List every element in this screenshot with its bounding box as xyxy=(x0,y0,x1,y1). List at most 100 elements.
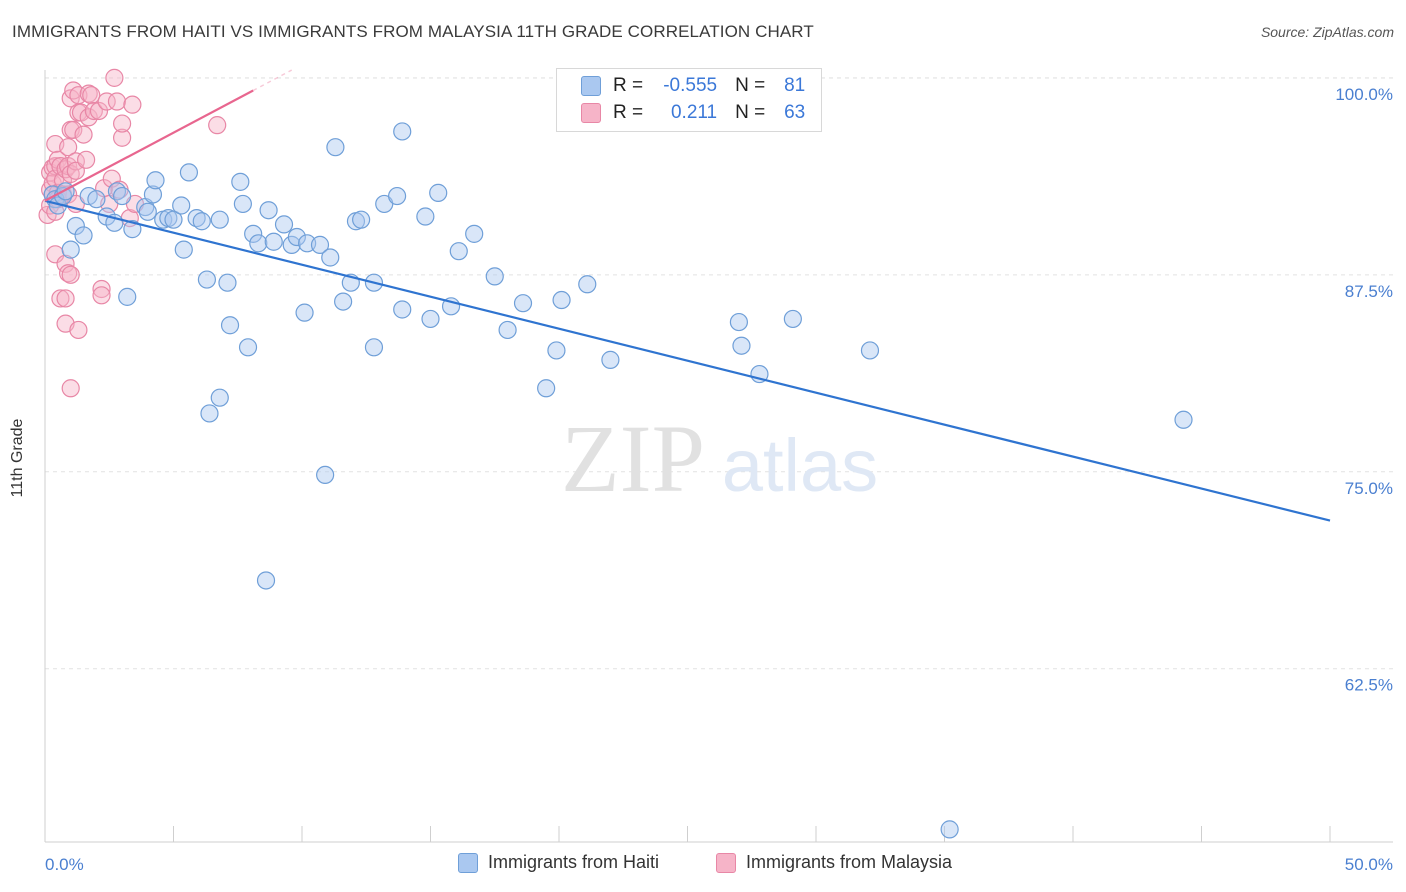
haiti-point xyxy=(334,292,353,311)
trend-lines xyxy=(44,69,1331,522)
haiti-point xyxy=(485,267,504,286)
source-label: Source: ZipAtlas.com xyxy=(1260,24,1394,40)
haiti-point xyxy=(364,338,384,357)
malaysia-point xyxy=(92,279,111,299)
haiti-point xyxy=(295,303,314,322)
haiti-point xyxy=(449,242,468,261)
y-tick-label: 62.5% xyxy=(1345,676,1393,695)
legend-n-value-haiti: 81 xyxy=(784,75,806,96)
legend-n-value-malaysia: 63 xyxy=(784,102,806,123)
haiti-point xyxy=(287,227,306,247)
y-tick-label: 87.5% xyxy=(1345,282,1393,301)
haiti-point xyxy=(729,312,749,332)
malaysia-point xyxy=(208,116,227,135)
legend-r-label: R = xyxy=(613,75,644,96)
series-haiti-points xyxy=(43,122,1193,839)
haiti-point xyxy=(244,224,263,243)
haiti-point xyxy=(56,182,75,201)
haiti-point xyxy=(860,341,880,360)
malaysia-point xyxy=(123,95,142,114)
malaysia-point xyxy=(69,320,88,340)
watermark: ZIP atlas xyxy=(561,405,878,512)
y-tick-label: 100.0% xyxy=(1335,85,1393,104)
bottom-legend: Immigrants from Haiti Immigrants from Ma… xyxy=(0,852,1406,878)
legend-swatch-haiti xyxy=(581,76,601,96)
malaysia-point xyxy=(77,150,96,169)
haiti-point xyxy=(940,820,959,839)
haiti-point xyxy=(218,273,237,292)
gridlines xyxy=(45,77,1393,670)
haiti-point xyxy=(537,379,556,398)
malaysia-point xyxy=(61,265,80,284)
haiti-point xyxy=(783,309,802,329)
haiti-point xyxy=(143,185,163,204)
haiti-point xyxy=(146,171,165,190)
malaysia-point xyxy=(112,114,132,133)
bottom-legend-swatch-haiti xyxy=(458,852,478,873)
haiti-point xyxy=(387,186,407,206)
bottom-legend-label-malaysia: Immigrants from Malaysia xyxy=(746,852,953,872)
haiti-point xyxy=(192,212,211,231)
bottom-legend-haiti: Immigrants from Haiti xyxy=(458,852,659,873)
legend-r-value-malaysia: 0.211 xyxy=(670,102,718,123)
legend-r-label: R = xyxy=(613,102,644,123)
haiti-point xyxy=(393,300,412,319)
haiti-point xyxy=(259,201,278,220)
bottom-legend-swatch-malaysia xyxy=(716,852,736,873)
haiti-point xyxy=(321,248,340,267)
haiti-point xyxy=(112,186,132,206)
haiti-point xyxy=(1174,410,1193,429)
haiti-point xyxy=(732,336,751,355)
haiti-point xyxy=(352,210,371,229)
bottom-legend-label-haiti: Immigrants from Haiti xyxy=(488,852,660,872)
malaysia-point xyxy=(112,128,132,147)
haiti-point xyxy=(138,202,157,221)
haiti-point xyxy=(552,290,571,310)
haiti-point xyxy=(187,208,206,228)
legend-n-label: N = xyxy=(735,102,766,123)
haiti-point xyxy=(498,320,517,340)
malaysia-point xyxy=(64,120,83,139)
haiti-point xyxy=(210,388,229,407)
haiti-point xyxy=(174,240,193,259)
haiti-point xyxy=(220,316,240,335)
haiti-point xyxy=(256,571,276,590)
malaysia-point xyxy=(82,86,101,105)
tick-labels: 100.0% 87.5% 75.0% 62.5% 0.0% 50.0% xyxy=(45,85,1393,874)
haiti-point xyxy=(164,210,183,229)
bottom-legend-malaysia: Immigrants from Malaysia xyxy=(716,852,952,873)
x-tick-label-right: 50.0% xyxy=(1345,855,1393,874)
haiti-point xyxy=(601,350,620,369)
legend-r-value-haiti: -0.555 xyxy=(663,75,718,96)
haiti-point xyxy=(578,275,597,294)
haiti-point xyxy=(274,215,294,234)
legend-row-malaysia: R = 0.211 N = 63 xyxy=(581,101,805,125)
haiti-point xyxy=(465,224,484,243)
haiti-point xyxy=(421,309,440,329)
malaysia-trend-line xyxy=(44,89,254,202)
y-tick-label: 75.0% xyxy=(1345,479,1393,498)
haiti-point xyxy=(179,163,199,182)
haiti-point xyxy=(118,287,137,306)
haiti-point xyxy=(123,220,142,239)
haiti-point xyxy=(393,122,412,141)
haiti-point xyxy=(233,194,252,214)
legend-swatch-malaysia xyxy=(581,103,601,123)
legend-row-haiti: R = -0.555 N = 81 xyxy=(581,74,805,98)
haiti-point xyxy=(310,235,330,254)
x-tick-label-left: 0.0% xyxy=(45,855,84,874)
legend-box: R = -0.555 N = 81 R = 0.211 N = 63 xyxy=(556,68,822,132)
haiti-point xyxy=(197,270,217,289)
haiti-point xyxy=(200,404,219,423)
legend-n-label: N = xyxy=(735,75,766,96)
haiti-point xyxy=(429,183,448,202)
malaysia-point xyxy=(59,138,78,157)
malaysia-point xyxy=(92,286,111,305)
watermark-zip: ZIP xyxy=(561,405,705,512)
malaysia-point xyxy=(105,68,124,87)
malaysia-point xyxy=(51,289,70,308)
haiti-point xyxy=(172,196,191,215)
malaysia-point xyxy=(107,92,127,111)
haiti-point xyxy=(74,226,93,245)
